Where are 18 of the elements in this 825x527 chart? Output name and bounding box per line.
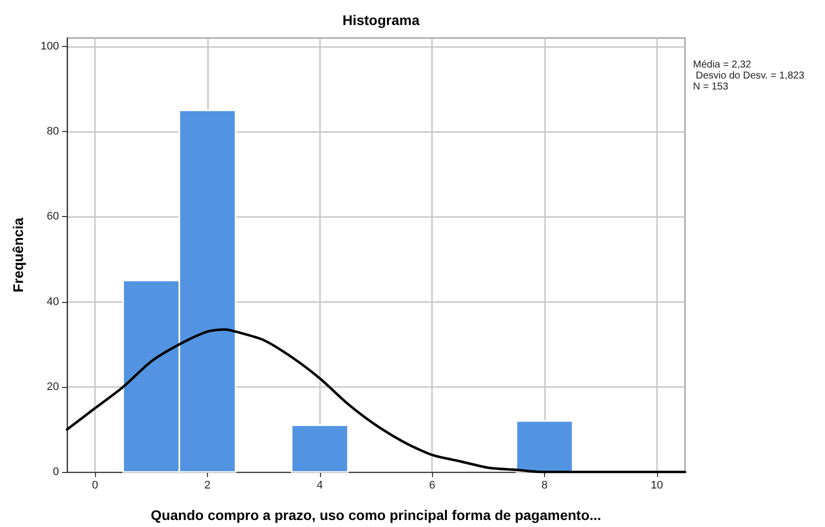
text: Desvio do Desv. = 1,823 bbox=[693, 70, 805, 82]
x-tick-label: 4 bbox=[316, 480, 323, 492]
text: N = 153 bbox=[693, 82, 729, 92]
y-tick-label: 0 bbox=[52, 466, 59, 478]
text: Média = 2,32 bbox=[693, 60, 752, 70]
x-tick-label: 8 bbox=[541, 480, 548, 492]
y-tick-label: 40 bbox=[46, 296, 59, 308]
x-axis-title: Quando compro a prazo, uso como principal forma de pagamento... bbox=[150, 507, 602, 523]
y-tick-label: 100 bbox=[40, 40, 59, 53]
y-tick-label: 60 bbox=[46, 210, 59, 223]
y-tick-label: 80 bbox=[46, 126, 59, 138]
y-tick-label: 20 bbox=[46, 380, 59, 393]
y-axis-title: Frequência bbox=[10, 217, 26, 292]
x-tick-label: 2 bbox=[204, 480, 211, 492]
x-tick-label: 6 bbox=[429, 480, 436, 492]
chart-title: Histograma bbox=[342, 12, 420, 28]
x-tick-label: 0 bbox=[92, 480, 98, 492]
x-tick-label: 10 bbox=[650, 480, 664, 492]
